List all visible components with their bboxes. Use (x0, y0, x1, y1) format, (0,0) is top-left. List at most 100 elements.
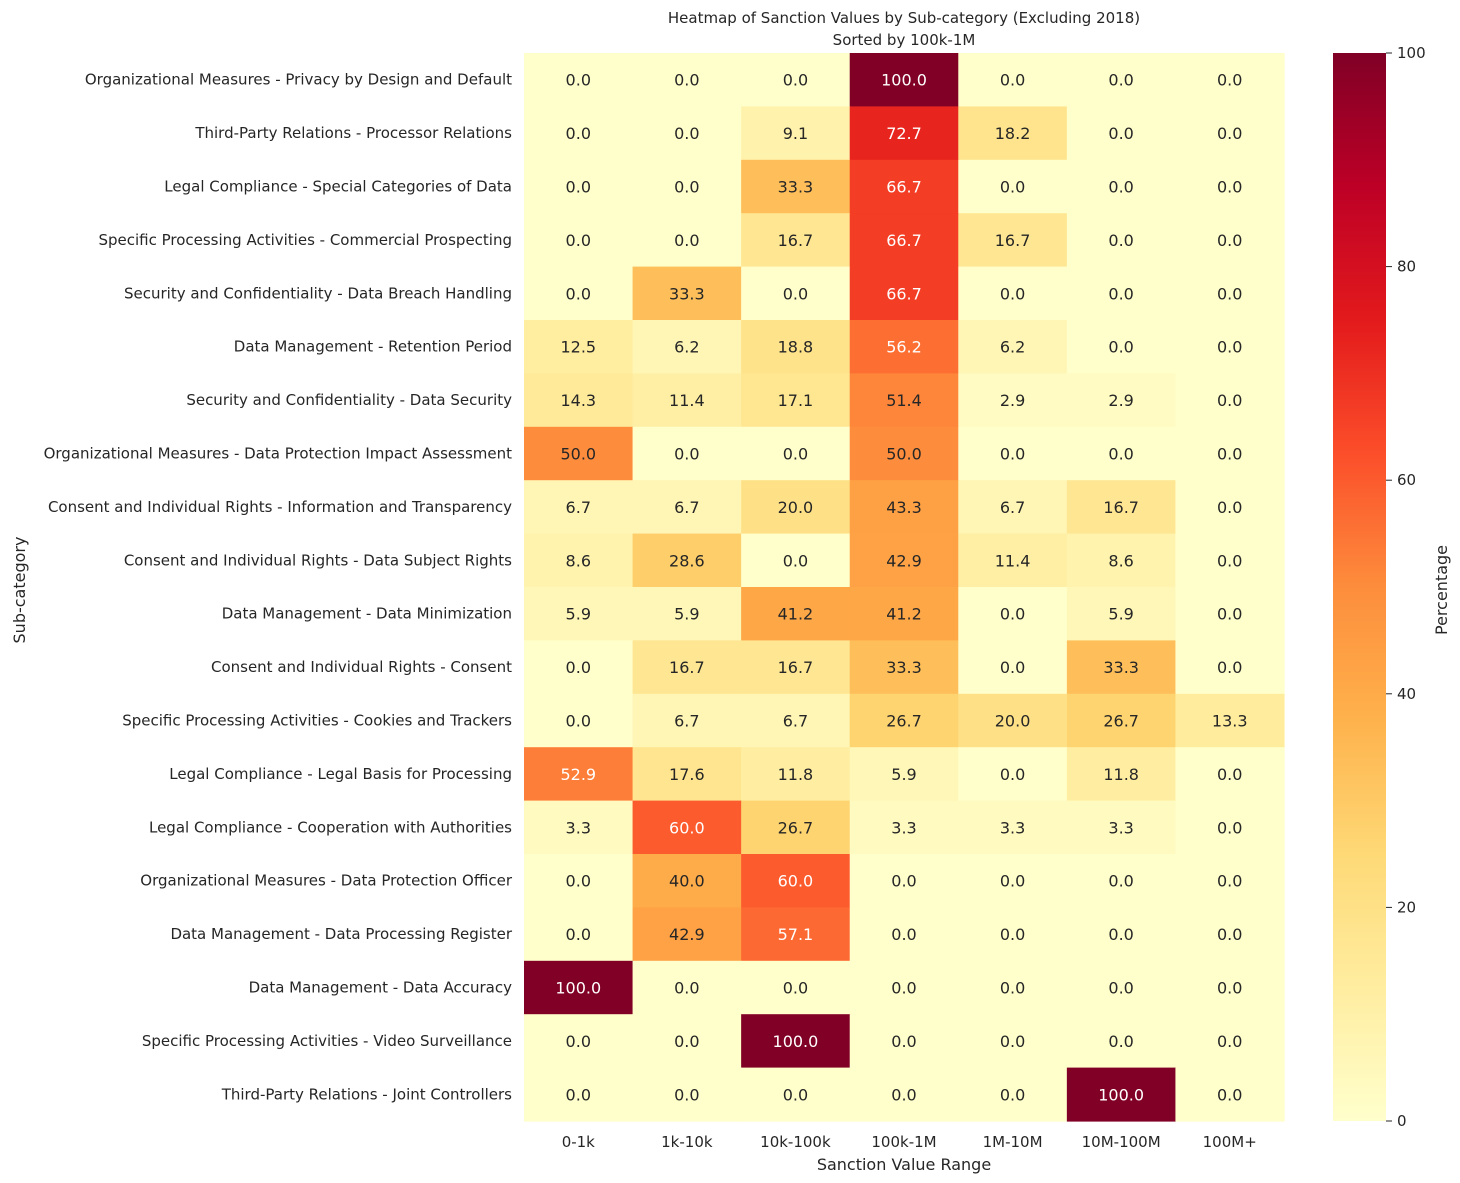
heatmap-cell (958, 213, 1068, 268)
cell-value-label: 3.3 (891, 818, 916, 837)
cell-value-label: 0.0 (1217, 498, 1242, 517)
heatmap-cell (1066, 266, 1177, 321)
cell-value-label: 0.0 (1217, 551, 1242, 570)
cell-value-label: 0.0 (566, 231, 591, 250)
cell-value-label: 0.0 (674, 124, 699, 143)
heatmap-cell (524, 640, 634, 695)
heatmap-cell (1175, 1067, 1285, 1122)
heatmap-cell (741, 747, 851, 802)
cell-value-label: 100.0 (555, 979, 601, 998)
cell-value-label: 0.0 (1000, 925, 1025, 944)
cell-value-label: 0.0 (891, 1085, 916, 1104)
heatmap-cell (741, 213, 851, 268)
cell-value-label: 17.1 (778, 391, 814, 410)
cell-value-label: 0.0 (1217, 338, 1242, 357)
heatmap-cell (741, 480, 851, 535)
cell-value-label: 100.0 (881, 71, 927, 90)
heatmap-cell (849, 587, 959, 641)
cell-value-label: 0.0 (783, 551, 808, 570)
cell-value-label: 0.0 (674, 231, 699, 250)
cell-value-label: 0.0 (1000, 445, 1025, 464)
heatmap-cell (849, 854, 959, 908)
heatmap-cell (1066, 1014, 1177, 1069)
heatmap-cell-labels: 0.0 0.0 0.0 100.0 0.0 0.0 0.0 0.0 0.0 9.1 72.7 18.2… (555, 71, 1247, 1105)
heatmap-cell (958, 693, 1068, 748)
cell-value-label: 0.0 (1000, 765, 1025, 784)
heatmap-cell (958, 106, 1068, 161)
y-tick-label: Third-Party Relations - Joint Controller… (221, 1085, 512, 1103)
colorbar-tick-label: 60 (1397, 471, 1416, 489)
x-tick-label: 100k-1M (871, 1133, 936, 1151)
heatmap-cell (741, 159, 851, 214)
cell-value-label: 0.0 (1000, 979, 1025, 998)
y-tick-label: Organizational Measures - Data Protectio… (140, 872, 513, 890)
heatmap-cell (524, 747, 634, 802)
heatmap-cell (632, 53, 742, 107)
heatmap-cell (1066, 907, 1177, 962)
cell-value-label: 0.0 (783, 445, 808, 464)
heatmap-cell (958, 426, 1068, 481)
cell-value-label: 16.7 (995, 231, 1031, 250)
cell-value-label: 0.0 (566, 658, 591, 677)
cell-value-label: 16.7 (1103, 498, 1139, 517)
heatmap-cell (1175, 800, 1285, 855)
cell-value-label: 0.0 (1217, 925, 1242, 944)
cell-value-label: 3.3 (1108, 818, 1133, 837)
cell-value-label: 0.0 (674, 1032, 699, 1051)
cell-value-label: 16.7 (778, 231, 814, 250)
cell-value-label: 3.3 (1000, 818, 1025, 837)
cell-value-label: 0.0 (1217, 231, 1242, 250)
cell-value-label: 0.0 (566, 178, 591, 197)
cell-value-label: 100.0 (773, 1032, 819, 1051)
cell-value-label: 0.0 (1000, 71, 1025, 90)
heatmap-cell (849, 373, 959, 428)
cell-value-label: 2.9 (1108, 391, 1133, 410)
cell-value-label: 0.0 (566, 1085, 591, 1104)
x-tick-label: 1M-10M (983, 1133, 1043, 1151)
heatmap-cell (1066, 587, 1177, 641)
cell-value-label: 3.3 (566, 818, 591, 837)
heatmap-cell (1066, 159, 1177, 214)
cell-value-label: 0.0 (674, 71, 699, 90)
heatmap-cell (1066, 693, 1177, 748)
cell-value-label: 0.0 (1000, 1085, 1025, 1104)
cell-value-label: 0.0 (1217, 71, 1242, 90)
cell-value-label: 0.0 (1000, 658, 1025, 677)
cell-value-label: 0.0 (566, 284, 591, 303)
cell-value-label: 0.0 (1217, 765, 1242, 784)
cell-value-label: 33.3 (778, 178, 814, 197)
heatmap-cell (741, 53, 851, 107)
cell-value-label: 0.0 (1217, 658, 1242, 677)
cell-value-label: 40.0 (669, 872, 705, 891)
heatmap-cell (1175, 747, 1285, 802)
heatmap-cell (632, 213, 742, 268)
chart-title: Heatmap of Sanction Values by Sub-catego… (668, 9, 1140, 27)
x-axis-label: Sanction Value Range (817, 1155, 991, 1174)
heatmap-cell (849, 480, 959, 535)
heatmap-cell (632, 907, 742, 962)
heatmap-cell (958, 1014, 1068, 1069)
cell-value-label: 0.0 (566, 124, 591, 143)
cell-value-label: 51.4 (886, 391, 922, 410)
cell-value-label: 16.7 (669, 658, 705, 677)
heatmap-cells (524, 53, 1285, 1122)
heatmap-cell (632, 747, 742, 802)
cell-value-label: 66.7 (886, 284, 922, 303)
cell-value-label: 0.0 (891, 925, 916, 944)
cell-value-label: 0.0 (1217, 1085, 1242, 1104)
heatmap-cell (849, 320, 959, 374)
colorbar-label: Percentage (1432, 545, 1451, 635)
heatmap-cell (632, 533, 742, 588)
cell-value-label: 66.7 (886, 178, 922, 197)
cell-value-label: 0.0 (1108, 872, 1133, 891)
heatmap-cell (958, 1067, 1068, 1122)
y-axis-label: Sub-category (10, 537, 29, 644)
heatmap-cell (849, 159, 959, 214)
cell-value-label: 6.7 (1000, 498, 1025, 517)
cell-value-label: 6.2 (1000, 338, 1025, 357)
cell-value-label: 72.7 (886, 124, 922, 143)
heatmap-cell (849, 106, 959, 161)
cell-value-label: 0.0 (566, 872, 591, 891)
heatmap-cell (849, 640, 959, 695)
heatmap-cell (1175, 693, 1285, 748)
